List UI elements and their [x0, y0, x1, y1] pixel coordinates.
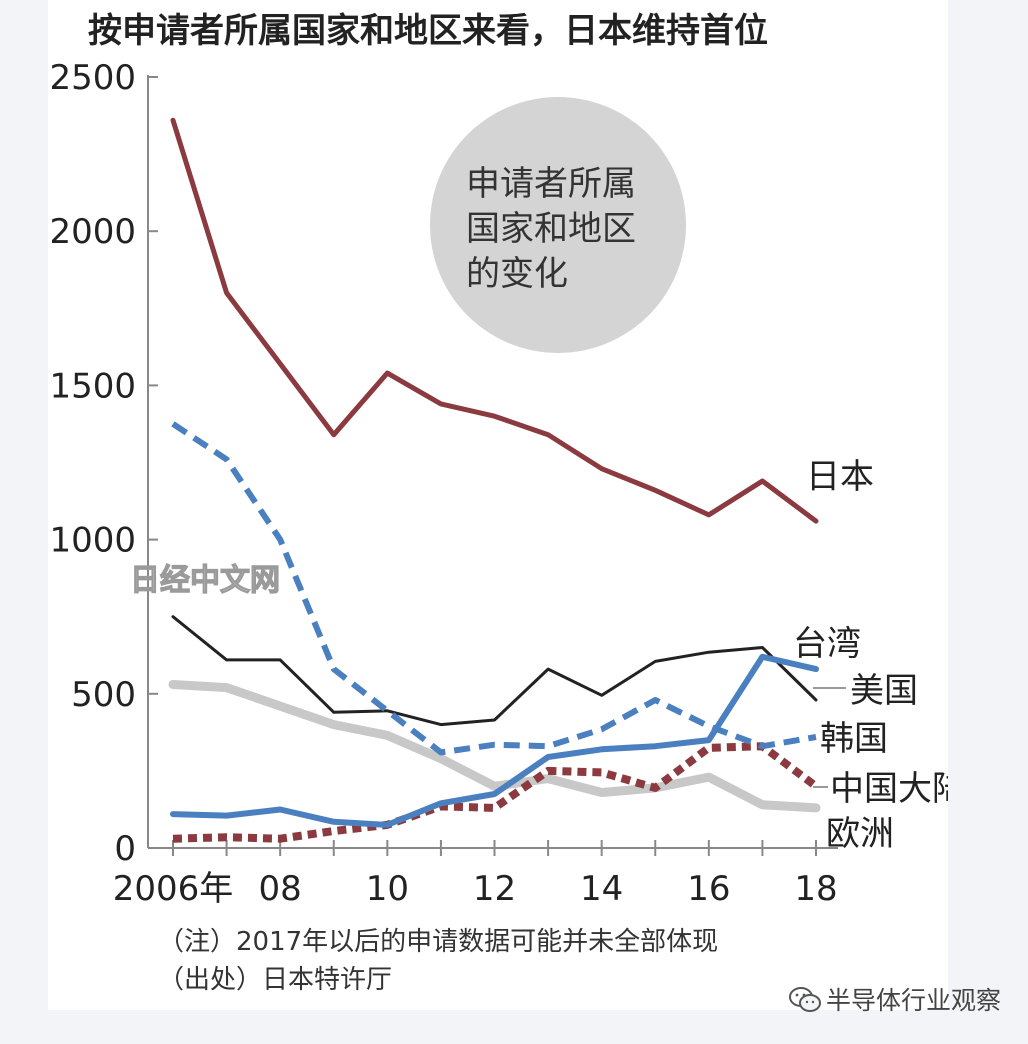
x-axis-ticks: 2006年 08 10 12 14 16 18: [113, 840, 838, 909]
annotation-line-3: 的变化: [466, 254, 568, 294]
label-taiwan: 台湾: [793, 624, 861, 664]
label-usa: 美国: [850, 671, 918, 711]
x-tick-label: 16: [687, 869, 730, 909]
footer-source-label: 半导体行业观察: [826, 986, 1001, 1015]
annotation-circle: [430, 97, 686, 353]
series-line-3: [168, 680, 821, 813]
x-tick-label: 14: [580, 869, 623, 909]
line-chart: 按申请者所属国家和地区来看，日本维持首位 申请者所属 国家和地区 的变化 0 50…: [49, 11, 948, 995]
y-tick-label: 2500: [49, 58, 136, 98]
series-line-6: [170, 653, 819, 828]
y-tick-label: 1500: [49, 366, 136, 406]
label-korea: 韩国: [820, 719, 888, 759]
footer-source: 半导体行业观察: [788, 982, 1018, 1018]
series-lines: [168, 117, 821, 843]
label-china: 中国大陆: [830, 769, 948, 809]
series-line-4: [171, 421, 817, 756]
annotation-line-2: 国家和地区: [466, 209, 636, 249]
chart-title: 按申请者所属国家和地区来看，日本维持首位: [88, 11, 768, 51]
annotation-line-1: 申请者所属: [466, 164, 636, 204]
x-tick-label: 12: [473, 869, 516, 909]
series-line-5: [172, 742, 819, 843]
series-line-2: [171, 615, 818, 727]
x-tick-label: 08: [259, 869, 302, 909]
label-japan: 日本: [806, 457, 874, 497]
x-tick-label: 18: [794, 869, 837, 909]
x-tick-label: 2006年: [113, 869, 234, 909]
y-tick-label: 2000: [49, 212, 136, 252]
y-axis-ticks: 0 500 1000 1500 2000 2500: [49, 58, 158, 869]
label-europe: 欧洲: [826, 814, 894, 854]
series-line-1: [170, 117, 819, 524]
y-tick-label: 500: [71, 675, 136, 715]
x-tick-label: 10: [366, 869, 409, 909]
y-tick-label: 1000: [49, 521, 136, 561]
axes: [147, 75, 838, 849]
watermark-text: 日经中文网: [130, 563, 280, 598]
y-tick-label: 0: [114, 829, 136, 869]
wechat-icon: [789, 987, 821, 1012]
chart-card: 按申请者所属国家和地区来看，日本维持首位 申请者所属 国家和地区 的变化 0 50…: [48, 0, 948, 1010]
chart-note: （注）2017年以后的申请数据可能并未全部体现: [158, 927, 718, 957]
chart-source: （出处）日本特许厅: [158, 965, 392, 995]
